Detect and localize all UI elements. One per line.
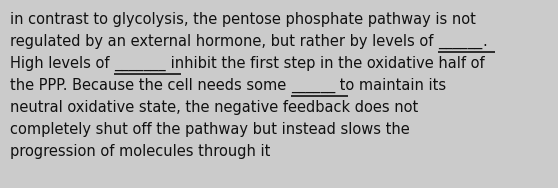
Text: the PPP. Because the cell needs some: the PPP. Because the cell needs some [10, 78, 291, 93]
Text: ______: ______ [291, 78, 335, 93]
Text: completely shut off the pathway but instead slows the: completely shut off the pathway but inst… [10, 122, 410, 137]
Text: _______: _______ [114, 56, 166, 71]
Text: in contrast to glycolysis, the pentose phosphate pathway is not: in contrast to glycolysis, the pentose p… [10, 12, 476, 27]
Text: High levels of: High levels of [10, 56, 114, 71]
Text: .: . [482, 34, 487, 49]
Text: ______: ______ [438, 34, 482, 49]
Text: inhibit the first step in the oxidative half of: inhibit the first step in the oxidative … [166, 56, 484, 71]
Text: to maintain its: to maintain its [335, 78, 446, 93]
Text: progression of molecules through it: progression of molecules through it [10, 144, 271, 159]
Text: neutral oxidative state, the negative feedback does not: neutral oxidative state, the negative fe… [10, 100, 418, 115]
Text: regulated by an external hormone, but rather by levels of: regulated by an external hormone, but ra… [10, 34, 438, 49]
